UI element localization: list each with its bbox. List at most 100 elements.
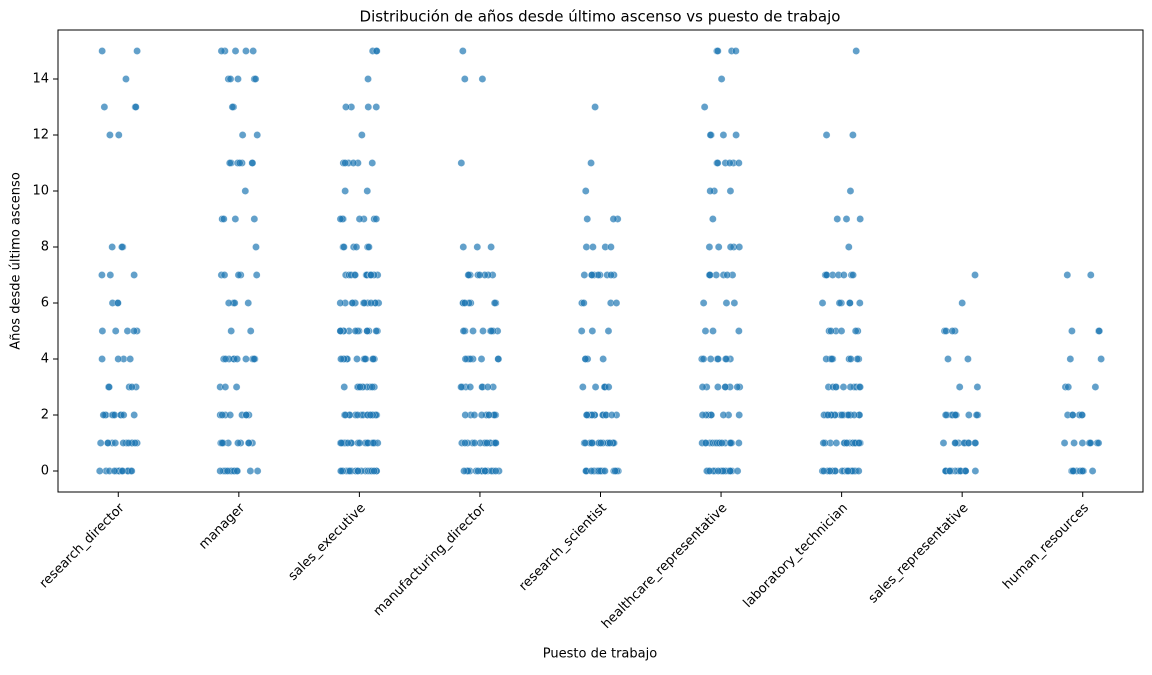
point	[96, 439, 105, 447]
point	[241, 187, 250, 195]
point	[337, 467, 345, 475]
x-tick-label: sales_representative	[866, 501, 972, 607]
y-tick-label: 10	[32, 184, 49, 199]
point	[832, 439, 841, 447]
point	[599, 355, 607, 363]
point	[713, 159, 722, 167]
point	[971, 467, 980, 475]
point	[354, 467, 362, 475]
point	[99, 411, 108, 419]
point	[714, 355, 722, 363]
point	[244, 299, 252, 307]
x-tick-label: sales_executive	[286, 501, 369, 584]
point	[846, 187, 855, 195]
point	[833, 215, 842, 223]
point	[1068, 411, 1077, 419]
point	[133, 47, 141, 55]
point	[98, 47, 106, 55]
point	[114, 299, 122, 307]
point	[490, 299, 499, 307]
point	[461, 411, 470, 419]
point	[964, 439, 973, 447]
point	[336, 299, 345, 307]
point	[851, 327, 860, 335]
point	[351, 271, 359, 279]
point	[604, 383, 613, 391]
point	[336, 327, 345, 335]
point	[822, 131, 831, 139]
point	[244, 439, 253, 447]
point	[1086, 439, 1095, 447]
point	[461, 75, 469, 83]
point	[477, 355, 486, 363]
point	[726, 439, 735, 447]
point	[735, 411, 743, 419]
point	[130, 411, 138, 419]
point	[951, 439, 959, 447]
point	[735, 243, 744, 251]
point	[234, 271, 243, 279]
point	[698, 383, 707, 391]
point	[847, 355, 855, 363]
point	[250, 215, 259, 223]
point	[470, 439, 479, 447]
point	[252, 271, 261, 279]
point	[853, 355, 862, 363]
y-tick-label: 6	[41, 296, 49, 311]
point	[611, 467, 619, 475]
point	[588, 327, 597, 335]
point	[221, 355, 230, 363]
point	[483, 439, 491, 447]
point	[242, 47, 250, 55]
point	[487, 327, 496, 335]
point	[478, 75, 487, 83]
point	[216, 467, 224, 475]
point	[460, 467, 468, 475]
point	[718, 439, 726, 447]
point	[225, 299, 233, 307]
point	[459, 47, 467, 55]
point	[971, 271, 979, 279]
point	[852, 47, 860, 55]
point	[588, 439, 596, 447]
point	[363, 327, 371, 335]
point	[118, 467, 127, 475]
point	[220, 271, 229, 279]
point	[819, 439, 828, 447]
point	[840, 271, 848, 279]
point	[355, 215, 364, 223]
point	[1066, 355, 1075, 363]
x-axis-label: Puesto de trabajo	[543, 647, 657, 662]
point	[971, 439, 980, 447]
point	[1069, 467, 1078, 475]
point	[349, 159, 358, 167]
point	[973, 383, 982, 391]
point	[342, 103, 350, 111]
point	[475, 271, 484, 279]
point	[250, 355, 258, 363]
point	[341, 411, 350, 419]
point	[336, 215, 345, 223]
point	[856, 299, 864, 307]
point	[98, 355, 106, 363]
point	[1088, 467, 1097, 475]
x-tick-label: research_scientist	[516, 501, 609, 594]
point	[961, 467, 970, 475]
point	[723, 271, 731, 279]
point	[608, 411, 616, 419]
point	[828, 355, 836, 363]
point	[494, 355, 502, 363]
point	[481, 467, 489, 475]
point	[223, 467, 232, 475]
point	[698, 411, 707, 419]
point	[221, 383, 230, 391]
point	[360, 299, 369, 307]
point	[1060, 439, 1069, 447]
point	[832, 383, 840, 391]
point	[234, 439, 242, 447]
point	[591, 383, 600, 391]
point	[251, 75, 260, 83]
point	[577, 327, 586, 335]
point	[856, 383, 864, 391]
point	[714, 467, 722, 475]
